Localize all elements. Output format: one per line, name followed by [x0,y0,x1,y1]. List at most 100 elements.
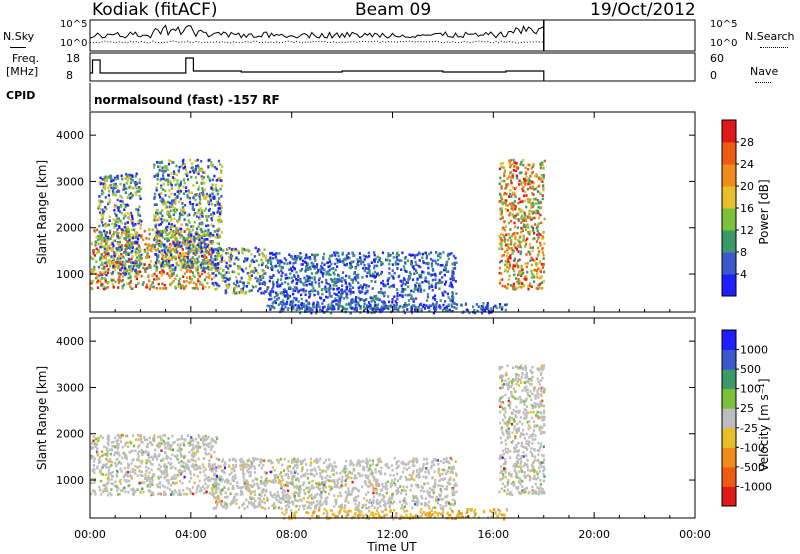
power-cell [321,267,324,270]
power-cell [250,289,253,292]
power-cell [140,220,143,223]
velocity-cell [283,490,287,493]
velocity-cell [149,485,152,489]
velocity-cell [416,469,419,472]
power-cell [313,276,316,279]
velocity-cell [99,479,103,483]
power-cell [280,274,283,278]
velocity-cell [106,449,109,453]
velocity-cell [174,467,177,470]
power-cell [126,212,129,215]
power-cell [193,258,196,261]
velocity-cell [431,495,434,499]
velocity-cell [189,472,192,476]
power-cell [380,272,383,276]
power-cell [434,272,437,276]
power-cell [315,265,318,268]
power-cell [450,252,453,255]
velocity-cell [444,460,448,463]
velocity-cell [185,466,188,470]
power-cell [116,241,119,244]
power-cell [357,263,360,267]
velocity-cell [188,450,191,454]
power-cell [360,259,363,262]
power-cell [188,281,191,285]
power-cell [188,196,191,200]
power-cell [355,296,358,299]
power-cell [421,256,424,259]
velocity-cell [344,500,347,503]
velocity-cell [215,487,218,490]
power-cell [104,196,107,199]
power-cell [196,158,199,162]
power-cell [219,187,222,191]
power-cell [455,261,458,264]
power-cell [119,267,122,270]
velocity-cell [129,470,132,474]
power-cell [163,170,166,173]
power-cell [498,167,502,171]
power-cell [323,299,326,302]
power-cell [446,254,450,257]
power-cell [131,255,134,258]
power-cell [237,258,240,261]
velocity-cell [165,465,168,469]
velocity-cell [215,478,218,482]
power-cell [333,307,336,311]
power-cell [183,259,186,263]
power-cell [229,251,232,255]
power-cell [533,280,536,283]
power-cell [530,167,533,170]
power-cell [522,189,525,193]
velocity-cell [455,474,458,477]
power-cell [299,311,302,315]
power-cell [128,173,131,177]
power-cell [119,245,122,248]
velocity-cell [210,487,213,490]
velocity-cell [296,463,299,467]
power-cell [160,233,163,237]
power-cell [396,294,399,298]
velocity-cell [422,475,425,479]
power-cell [407,293,410,297]
power-cell [526,187,529,191]
power-cell [538,250,541,253]
power-cell [452,254,455,258]
power-cell [179,213,182,216]
power-cell [161,200,164,204]
power-cell [162,270,165,274]
power-cell [126,240,129,243]
power-cell [272,274,275,277]
power-cell [107,271,110,274]
power-cell [532,188,536,191]
power-cell [503,235,506,239]
power-cell [508,233,511,236]
power-cell [295,271,298,274]
power-cell [180,230,183,234]
power-cell [233,270,236,274]
power-cell [144,250,147,253]
velocity-cell [168,447,171,450]
power-cell [477,305,480,308]
power-cell [415,308,418,312]
velocity-cell [177,461,181,464]
power-cell [508,159,511,163]
power-cell [212,272,215,275]
power-cell [271,287,274,291]
velocity-cell [253,465,256,469]
velocity-cell [420,489,423,492]
power-cell [125,247,128,250]
power-cell [107,236,110,239]
power-cell [198,245,201,248]
power-cell [515,277,518,280]
power-cell [298,308,301,311]
freq-panel-frame [89,52,696,82]
power-cell [166,168,169,172]
power-cell [428,304,431,307]
power-cell [433,305,436,309]
velocity-cell [388,506,391,509]
power-cell [227,247,230,250]
power-cell [277,296,280,300]
velocity-cell [416,497,419,501]
power-cell [172,256,175,259]
